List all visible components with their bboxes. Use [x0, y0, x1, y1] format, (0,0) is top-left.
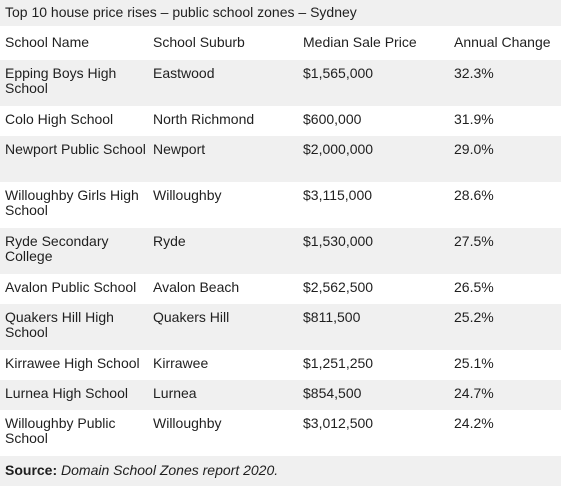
school-suburb-cell: Newport [153, 141, 206, 157]
column-header-school-suburb: School Suburb [153, 34, 245, 50]
median-price-cell: $854,500 [303, 385, 362, 401]
annual-change-cell: 29.0% [454, 141, 494, 157]
table-row: Quakers Hill High School Quakers Hill $8… [0, 304, 561, 350]
median-price-cell: $600,000 [303, 111, 362, 127]
table-row: Epping Boys High School Eastwood $1,565,… [0, 60, 561, 106]
school-name-cell: Colo High School [5, 111, 114, 127]
median-price-cell: $2,562,500 [303, 279, 374, 295]
school-name-cell: Quakers Hill High School [5, 309, 114, 340]
median-price-cell: $3,115,000 [303, 187, 373, 203]
header-row: School Name School Suburb Median Sale Pr… [0, 26, 561, 60]
school-suburb-cell: Ryde [153, 233, 186, 249]
column-header-median-sale-price: Median Sale Price [303, 34, 417, 50]
median-price-cell: $1,565,000 [303, 65, 374, 81]
annual-change-cell: 26.5% [454, 279, 494, 295]
school-name-cell: Epping Boys High School [5, 65, 117, 96]
annual-change-cell: 24.7% [454, 385, 494, 401]
column-header-school-name: School Name [5, 34, 90, 50]
annual-change-cell: 25.1% [454, 355, 494, 371]
school-suburb-cell: Willoughby [153, 187, 222, 203]
price-table: School Name School Suburb Median Sale Pr… [0, 26, 561, 456]
school-suburb-cell: North Richmond [153, 111, 255, 127]
school-name-cell: Avalon Public School [5, 279, 137, 295]
column-header-annual-change: Annual Change [454, 34, 551, 50]
table-row: Newport Public School Newport $2,000,000… [0, 136, 561, 182]
median-price-cell: $1,530,000 [303, 233, 374, 249]
median-price-cell: $811,500 [303, 309, 361, 325]
school-name-cell: Lurnea High School [5, 385, 128, 401]
annual-change-cell: 32.3% [454, 65, 494, 81]
school-name-cell: Willoughby Girls High School [5, 187, 139, 218]
median-price-cell: $3,012,500 [303, 415, 374, 431]
table-row: Kirrawee High School Kirrawee $1,251,250… [0, 350, 561, 380]
table-row: Lurnea High School Lurnea $854,500 24.7% [0, 380, 561, 410]
annual-change-cell: 24.2% [454, 415, 494, 431]
table-row: Willoughby Public School Willoughby $3,0… [0, 410, 561, 456]
school-suburb-cell: Kirrawee [153, 355, 209, 371]
school-suburb-cell: Eastwood [153, 65, 215, 81]
school-name-cell: Ryde Secondary College [5, 233, 109, 264]
source-text: Domain School Zones report 2020. [61, 462, 279, 478]
source-label: Source: [5, 462, 58, 478]
school-suburb-cell: Willoughby [153, 415, 222, 431]
table-row: Ryde Secondary College Ryde $1,530,000 2… [0, 228, 561, 274]
annual-change-cell: 27.5% [454, 233, 494, 249]
source-note: Source: Domain School Zones report 2020. [0, 456, 561, 486]
annual-change-cell: 31.9% [454, 111, 494, 127]
school-name-cell: Kirrawee High School [5, 355, 140, 371]
table-row: Colo High School North Richmond $600,000… [0, 106, 561, 136]
annual-change-cell: 28.6% [454, 187, 494, 203]
table-title: Top 10 house price rises – public school… [0, 0, 561, 26]
median-price-cell: $2,000,000 [303, 141, 374, 157]
school-suburb-cell: Avalon Beach [153, 279, 240, 295]
table-row: Avalon Public School Avalon Beach $2,562… [0, 274, 561, 304]
school-suburb-cell: Quakers Hill [153, 309, 230, 325]
annual-change-cell: 25.2% [454, 309, 494, 325]
table-row: Willoughby Girls High School Willoughby … [0, 182, 561, 228]
median-price-cell: $1,251,250 [303, 355, 374, 371]
school-suburb-cell: Lurnea [153, 385, 197, 401]
school-name-cell: Newport Public School [5, 141, 146, 157]
school-name-cell: Willoughby Public School [5, 415, 116, 446]
